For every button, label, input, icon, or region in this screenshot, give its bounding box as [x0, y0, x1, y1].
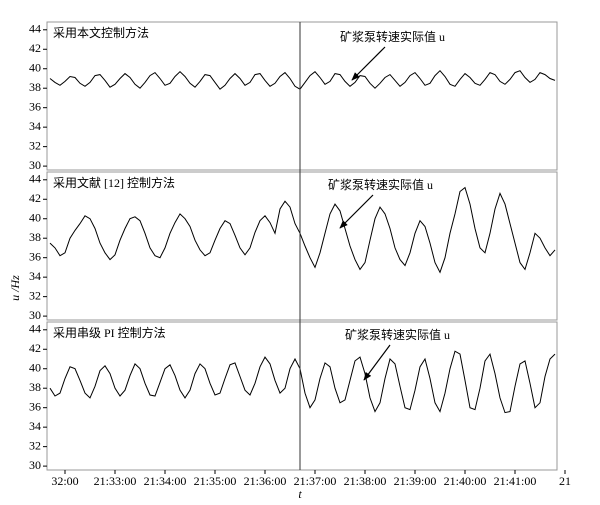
x-tick-label: 21:38:00 [344, 474, 387, 488]
y-tick-label: 40 [29, 360, 41, 374]
panel-title: 采用文献 [12] 控制方法 [53, 175, 175, 190]
y-tick-label: 40 [29, 60, 41, 74]
annotation: 矿浆泵转速实际值 u [340, 29, 445, 44]
y-tick-label: 38 [29, 80, 41, 94]
x-tick-label: 21:41:00 [494, 474, 537, 488]
x-tick-label: 21:40:00 [444, 474, 487, 488]
data-line [49, 350, 556, 414]
data-line [49, 69, 556, 90]
panel-frame [46, 171, 558, 321]
y-tick-label: 44 [29, 322, 41, 336]
annotation: 矿浆泵转速实际值 u [345, 327, 450, 342]
annotation: 矿浆泵转速实际值 u [328, 177, 433, 192]
y-tick-label: 34 [29, 419, 41, 433]
annotation-arrow [363, 344, 391, 381]
y-axis-label: u /Hz [8, 275, 22, 301]
y-tick-label: 40 [29, 210, 41, 224]
x-tick-label: 21:37:00 [294, 474, 337, 488]
x-tick-label: 21:33:00 [94, 474, 137, 488]
x-tick-label: 21 [559, 474, 571, 488]
annotation-arrow [351, 46, 386, 81]
y-tick-label: 30 [29, 308, 41, 322]
y-tick-label: 32 [29, 138, 41, 152]
annotation-arrow [339, 194, 374, 229]
y-tick-label: 42 [29, 41, 41, 55]
y-tick-label: 32 [29, 438, 41, 452]
y-tick-label: 34 [29, 269, 41, 283]
y-tick-label: 42 [29, 341, 41, 355]
data-line [49, 186, 556, 274]
y-tick-label: 44 [29, 22, 41, 36]
y-tick-label: 30 [29, 458, 41, 472]
y-tick-label: 44 [29, 172, 41, 186]
x-tick-label: 21:36:00 [244, 474, 287, 488]
panel-title: 采用本文控制方法 [53, 25, 149, 40]
x-tick-label: 32:00 [51, 474, 78, 488]
y-tick-label: 36 [29, 249, 41, 263]
y-tick-label: 30 [29, 158, 41, 172]
x-tick-label: 21:35:00 [194, 474, 237, 488]
x-tick-label: 21:34:00 [144, 474, 187, 488]
x-axis-label: t [298, 487, 302, 501]
y-tick-label: 42 [29, 191, 41, 205]
panel-title: 采用串级 PI 控制方法 [53, 325, 166, 340]
y-tick-label: 36 [29, 99, 41, 113]
panel-frame [46, 21, 558, 171]
panel-frame [46, 321, 558, 471]
y-tick-label: 38 [29, 230, 41, 244]
x-tick-label: 21:39:00 [394, 474, 437, 488]
y-tick-label: 38 [29, 380, 41, 394]
y-tick-label: 34 [29, 119, 41, 133]
y-tick-label: 32 [29, 288, 41, 302]
y-tick-label: 36 [29, 399, 41, 413]
